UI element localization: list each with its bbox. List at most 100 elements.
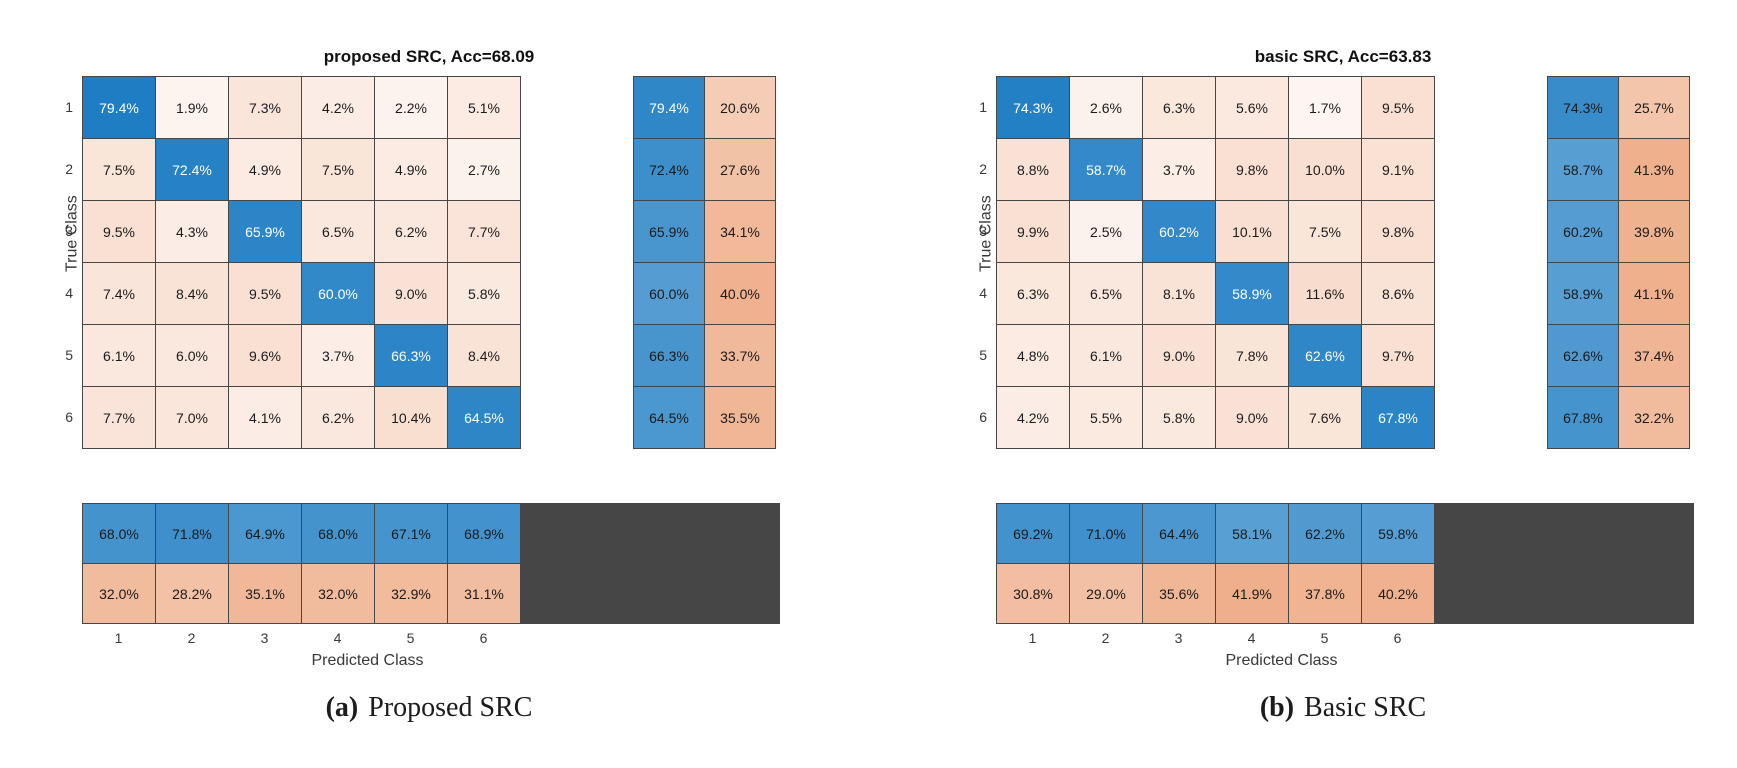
matrix-cell: 4.3%: [156, 201, 228, 262]
x-tick: 6: [1393, 630, 1402, 646]
matrix-cell: 8.4%: [156, 263, 228, 324]
column-summary-ppv-cell: 67.1%: [375, 504, 447, 563]
matrix-cell: 7.5%: [1289, 201, 1361, 262]
matrix-cell: 6.5%: [302, 201, 374, 262]
row-summary-fnr-cell: 37.4%: [1619, 325, 1689, 386]
column-summary-fdr-cell: 32.0%: [302, 564, 374, 623]
matrix-cell: 9.0%: [1216, 387, 1288, 448]
column-summary-ppv-cell: 68.0%: [302, 504, 374, 563]
column-summary-ppv-cell: 58.1%: [1216, 504, 1288, 563]
matrix-cell-diagonal: 65.9%: [229, 201, 301, 262]
x-tick-labels: 1 2 3 4 5 6: [82, 630, 521, 646]
y-tick: 6: [65, 409, 73, 425]
matrix-cell: 5.5%: [1070, 387, 1142, 448]
matrix-cell: 4.8%: [997, 325, 1069, 386]
row-summary-tpr-cell: 58.9%: [1548, 263, 1618, 324]
column-summary-fdr-cell: 40.2%: [1362, 564, 1434, 623]
matrix-cell: 5.8%: [448, 263, 520, 324]
column-summary-matrix: 69.2% 71.0% 64.4% 58.1% 62.2% 59.8% 30.8% 29.0%…: [996, 503, 1694, 624]
matrix-cell: 6.5%: [1070, 263, 1142, 324]
matrix-cell-diagonal: 60.2%: [1143, 201, 1215, 262]
column-summary-ppv-cell: 71.0%: [1070, 504, 1142, 563]
row-summary-tpr-cell: 60.0%: [634, 263, 704, 324]
row-summary-tpr-cell: 74.3%: [1548, 77, 1618, 138]
x-tick: 5: [1320, 630, 1329, 646]
matrix-cell: 7.0%: [156, 387, 228, 448]
row-summary-fnr-cell: 41.1%: [1619, 263, 1689, 324]
row-summary-fnr-cell: 40.0%: [705, 263, 775, 324]
y-tick-labels: 1 2 3 4 5 6: [56, 76, 82, 449]
x-axis-label: Predicted Class: [1225, 652, 1338, 669]
matrix-cell: 9.5%: [229, 263, 301, 324]
column-summary-ppv-cell: 68.9%: [448, 504, 520, 563]
matrix-cell-diagonal: 58.9%: [1216, 263, 1288, 324]
y-tick-labels: 1 2 3 4 5 6: [970, 76, 996, 449]
row-summary-fnr-cell: 27.6%: [705, 139, 775, 200]
row-summary-fnr-cell: 25.7%: [1619, 77, 1689, 138]
matrix-cell: 4.1%: [229, 387, 301, 448]
matrix-cell: 9.5%: [83, 201, 155, 262]
figure-caption: (a) Proposed SRC: [82, 692, 776, 724]
row-summary-tpr-cell: 66.3%: [634, 325, 704, 386]
row-summary-tpr-cell: 65.9%: [634, 201, 704, 262]
column-summary-fdr-cell: 32.0%: [83, 564, 155, 623]
column-summary-fdr-cell: 41.9%: [1216, 564, 1288, 623]
matrix-cell: 11.6%: [1289, 263, 1361, 324]
caption-text: Basic SRC: [1304, 692, 1427, 723]
chart-title: basic SRC, Acc=63.83: [1254, 47, 1432, 66]
x-tick: 1: [1028, 630, 1037, 646]
x-axis-label: Predicted Class: [311, 652, 424, 669]
matrix-cell-diagonal: 62.6%: [1289, 325, 1361, 386]
row-summary-fnr-cell: 35.5%: [705, 387, 775, 448]
matrix-cell: 10.0%: [1289, 139, 1361, 200]
matrix-cell: 9.6%: [229, 325, 301, 386]
row-summary-tpr-cell: 67.8%: [1548, 387, 1618, 448]
spacer: [521, 76, 633, 449]
matrix-cell-diagonal: 58.7%: [1070, 139, 1142, 200]
x-tick: 1: [114, 630, 123, 646]
x-tick: 5: [406, 630, 415, 646]
matrix-cell: 2.5%: [1070, 201, 1142, 262]
column-summary-ppv-cell: 62.2%: [1289, 504, 1361, 563]
column-summary-ppv-cell: 64.4%: [1143, 504, 1215, 563]
column-summary-fdr-cell: 31.1%: [448, 564, 520, 623]
y-tick: 3: [65, 223, 73, 239]
matrix-cell: 1.9%: [156, 77, 228, 138]
matrix-cell: 6.2%: [375, 201, 447, 262]
matrix-cell: 7.5%: [302, 139, 374, 200]
column-summary-fdr-cell: 37.8%: [1289, 564, 1361, 623]
y-tick: 1: [65, 99, 73, 115]
row-summary-tpr-cell: 72.4%: [634, 139, 704, 200]
column-summary-fdr-cell: 32.9%: [375, 564, 447, 623]
matrix-cell: 1.7%: [1289, 77, 1361, 138]
matrix-cell: 9.8%: [1362, 201, 1434, 262]
column-summary-fdr-cell: 35.1%: [229, 564, 301, 623]
row-summary-tpr-cell: 62.6%: [1548, 325, 1618, 386]
matrix-cell: 9.5%: [1362, 77, 1434, 138]
matrix-cell: 10.4%: [375, 387, 447, 448]
matrix-cell: 4.2%: [997, 387, 1069, 448]
x-tick: 4: [1247, 630, 1256, 646]
matrix-cell: 6.1%: [83, 325, 155, 386]
matrix-cell: 6.1%: [1070, 325, 1142, 386]
chart-title: proposed SRC, Acc=68.09: [323, 47, 535, 66]
matrix-cell: 3.7%: [302, 325, 374, 386]
row-summary-fnr-cell: 41.3%: [1619, 139, 1689, 200]
y-tick: 6: [979, 409, 987, 425]
matrix-cell: 8.8%: [997, 139, 1069, 200]
matrix-cell: 5.1%: [448, 77, 520, 138]
y-tick: 1: [979, 99, 987, 115]
y-tick: 3: [979, 223, 987, 239]
matrix-cell: 9.0%: [375, 263, 447, 324]
y-tick: 4: [65, 285, 73, 301]
x-tick: 3: [1174, 630, 1183, 646]
matrix-cell: 4.9%: [229, 139, 301, 200]
row-summary-tpr-cell: 58.7%: [1548, 139, 1618, 200]
caption-label: (b): [1259, 692, 1295, 723]
matrix-cell: 6.3%: [1143, 77, 1215, 138]
column-summary-fdr-cell: 30.8%: [997, 564, 1069, 623]
row-summary-fnr-cell: 33.7%: [705, 325, 775, 386]
matrix-cell-diagonal: 66.3%: [375, 325, 447, 386]
matrix-cell: 7.4%: [83, 263, 155, 324]
matrix-cell-diagonal: 74.3%: [997, 77, 1069, 138]
